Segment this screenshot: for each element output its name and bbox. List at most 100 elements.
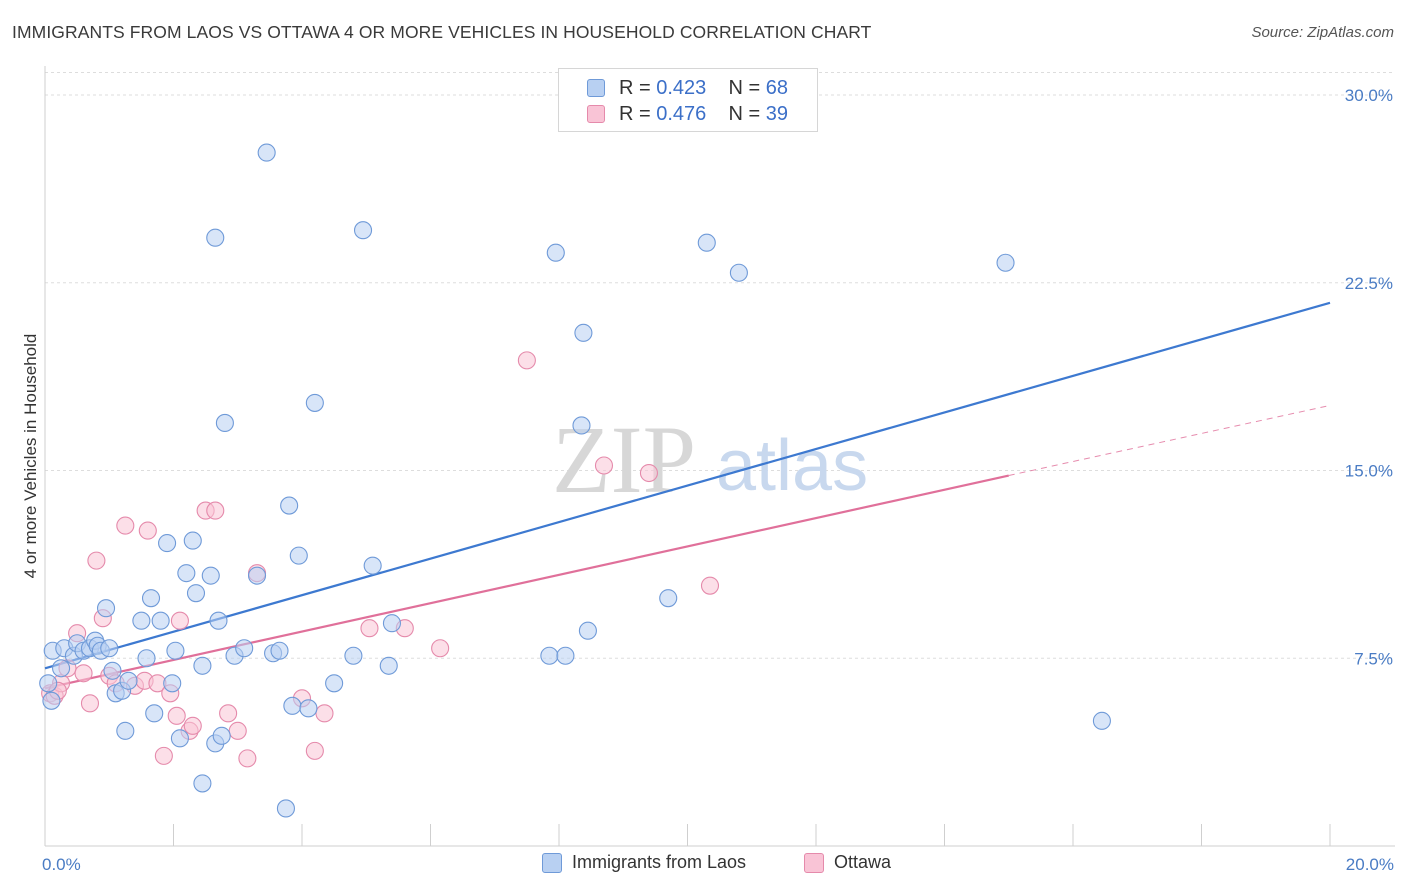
watermark-atlas: atlas	[716, 426, 868, 506]
laos-point	[209, 611, 228, 630]
ottawa-point	[167, 706, 186, 725]
laos-point	[42, 691, 61, 710]
laos-point	[257, 143, 276, 162]
laos-point	[103, 661, 122, 680]
laos-point	[247, 566, 267, 585]
laos-point	[697, 233, 716, 252]
x-tick-labels: 0.0% 20.0%	[42, 855, 1394, 874]
laos-point	[96, 599, 116, 618]
laos-point	[1092, 711, 1111, 730]
ottawa-n-label: N =	[728, 103, 766, 125]
ottawa-point	[228, 721, 247, 740]
x-tick-label: 20.0%	[1346, 855, 1394, 874]
ottawa-point	[116, 516, 135, 535]
laos-point	[163, 674, 182, 693]
chart-source: Source: ZipAtlas.com	[1251, 24, 1394, 41]
laos-point	[166, 641, 185, 660]
laos-point	[39, 674, 58, 693]
laos-r-label: R =	[619, 77, 657, 99]
laos-point	[556, 646, 575, 665]
laos-point	[116, 721, 135, 740]
laos-point	[193, 656, 212, 675]
ottawa-n-value: 39	[765, 103, 789, 125]
axes	[44, 66, 1395, 847]
laos-point	[100, 639, 119, 658]
ottawa-point	[206, 501, 225, 520]
laos-point	[574, 323, 593, 342]
laos-point	[276, 799, 295, 818]
laos-points	[39, 143, 1111, 818]
ottawa-point	[219, 704, 238, 723]
y-tick-label: 7.5%	[1354, 649, 1393, 668]
ottawa-point	[360, 619, 379, 638]
series-legend: Immigrants from Laos Ottawa	[0, 852, 1406, 878]
laos-point	[52, 659, 71, 678]
laos-point	[572, 416, 591, 435]
ottawa-point	[74, 664, 93, 683]
ottawa-point	[431, 639, 450, 658]
laos-point	[235, 639, 254, 658]
y-tick-labels: 7.5% 15.0% 22.5% 30.0%	[1345, 86, 1393, 668]
laos-point	[578, 621, 597, 640]
laos-point	[659, 589, 678, 608]
laos-point	[141, 589, 161, 608]
laos-point	[325, 674, 344, 693]
legend-laos-swatch	[542, 853, 562, 873]
laos-point	[132, 611, 151, 630]
trend-lines	[44, 301, 1331, 690]
laos-point	[201, 566, 220, 585]
ottawa-point	[183, 716, 202, 735]
laos-point	[729, 263, 748, 282]
laos-point	[215, 413, 234, 433]
stats-legend: R = 0.423 N = 68 R = 0.476 N = 39	[558, 68, 818, 132]
laos-point	[996, 253, 1015, 272]
laos-n-label: N =	[728, 77, 766, 99]
ottawa-point	[238, 749, 257, 768]
laos-point	[344, 646, 363, 665]
y-axis-label: 4 or more Vehicles in Household	[21, 334, 40, 579]
laos-point	[186, 584, 206, 603]
gridlines	[45, 72, 1395, 659]
laos-point	[137, 649, 156, 668]
laos-point	[289, 546, 308, 565]
ottawa-stats: R = 0.476 N = 39	[619, 103, 788, 126]
ottawa-point	[87, 551, 106, 570]
ottawa-point	[305, 741, 324, 760]
laos-point	[353, 221, 373, 240]
y-tick-label: 22.5%	[1345, 274, 1393, 293]
laos-point	[151, 611, 170, 630]
ottawa-point	[700, 576, 720, 595]
laos-point	[299, 699, 318, 718]
laos-point	[119, 671, 138, 690]
laos-point	[382, 614, 402, 633]
ottawa-point	[639, 463, 659, 483]
laos-point	[305, 393, 324, 412]
ottawa-point	[138, 521, 157, 540]
ottawa-r-value: 0.476	[656, 103, 707, 125]
ottawa-r-label: R =	[619, 103, 657, 125]
laos-point	[145, 704, 164, 723]
laos-n-value: 68	[765, 77, 789, 99]
ottawa-point	[154, 746, 173, 765]
legend-ottawa-swatch	[804, 853, 824, 873]
laos-stats: R = 0.423 N = 68	[619, 77, 788, 100]
laos-point	[183, 531, 202, 550]
laos-point	[170, 729, 189, 748]
laos-point	[212, 726, 231, 745]
ottawa-trend-line	[44, 474, 1009, 690]
x-tick-label: 0.0%	[42, 855, 81, 874]
laos-point	[177, 564, 196, 583]
ottawa-point	[80, 694, 100, 713]
laos-point	[158, 534, 177, 553]
ottawa-point	[594, 456, 614, 475]
ottawa-trend-extension	[1008, 404, 1331, 477]
chart-title: IMMIGRANTS FROM LAOS VS OTTAWA 4 OR MORE…	[12, 22, 872, 42]
laos-point	[280, 496, 299, 515]
legend-ottawa-label: Ottawa	[834, 852, 892, 872]
laos-point	[540, 646, 559, 665]
ottawa-point	[170, 611, 189, 630]
laos-point	[206, 228, 225, 247]
laos-swatch	[587, 79, 605, 97]
laos-point	[270, 641, 289, 660]
